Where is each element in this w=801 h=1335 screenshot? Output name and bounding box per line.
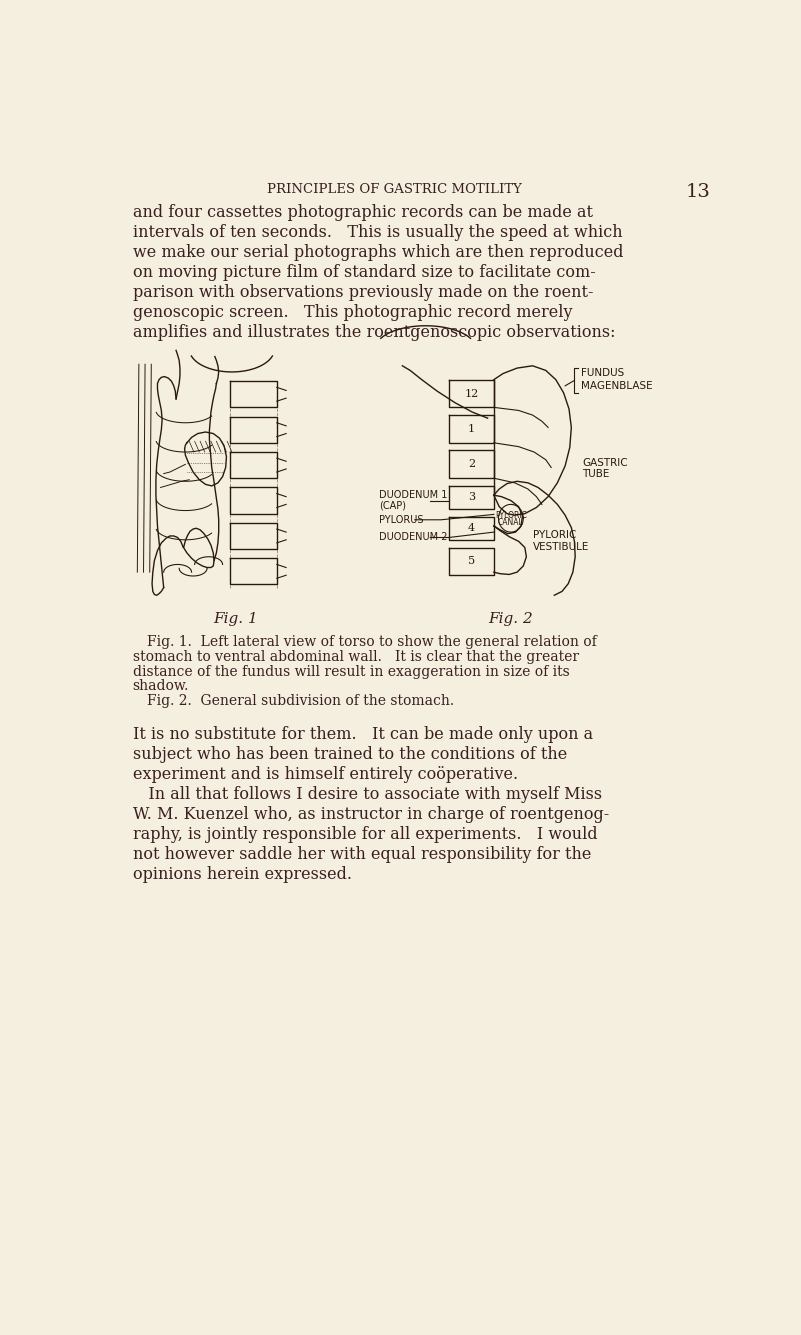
Text: raphy, is jointly responsible for all experiments.   I would: raphy, is jointly responsible for all ex… [133,826,598,844]
Text: we make our serial photographs which are then reproduced: we make our serial photographs which are… [133,244,623,262]
Text: not however saddle her with equal responsibility for the: not however saddle her with equal respon… [133,846,591,864]
Text: amplifies and illustrates the roentgenoscopic observations:: amplifies and illustrates the roentgenos… [133,324,615,342]
Text: shadow.: shadow. [133,680,189,693]
Text: In all that follows I desire to associate with myself Miss: In all that follows I desire to associat… [133,786,602,804]
Text: 4: 4 [468,523,475,533]
Text: VESTIBULE: VESTIBULE [533,542,589,551]
Text: 2: 2 [468,459,475,470]
Text: on moving picture film of standard size to facilitate com-: on moving picture film of standard size … [133,264,595,282]
Text: experiment and is himself entirely coöperative.: experiment and is himself entirely coöpe… [133,766,517,784]
Text: 1: 1 [468,425,475,434]
Text: PYLORIC: PYLORIC [533,530,576,541]
Text: Fig. 2: Fig. 2 [489,613,533,626]
Text: 5: 5 [468,557,475,566]
Text: 3: 3 [468,493,475,502]
Text: (CAP): (CAP) [379,501,406,510]
Text: CANAL: CANAL [498,518,524,527]
Text: W. M. Kuenzel who, as instructor in charge of roentgenog-: W. M. Kuenzel who, as instructor in char… [133,806,609,824]
Text: and four cassettes photographic records can be made at: and four cassettes photographic records … [133,204,593,222]
Text: 12: 12 [465,388,478,399]
Text: subject who has been trained to the conditions of the: subject who has been trained to the cond… [133,746,567,764]
Text: genoscopic screen.   This photographic record merely: genoscopic screen. This photographic rec… [133,304,572,322]
Text: intervals of ten seconds.   This is usually the speed at which: intervals of ten seconds. This is usuall… [133,224,622,242]
Text: Fig. 2.  General subdivision of the stomach.: Fig. 2. General subdivision of the stoma… [147,694,453,708]
Text: distance of the fundus will result in exaggeration in size of its: distance of the fundus will result in ex… [133,665,570,678]
Text: DUODENUM 2: DUODENUM 2 [379,533,448,542]
Text: opinions herein expressed.: opinions herein expressed. [133,866,352,884]
Text: MAGENBLASE: MAGENBLASE [581,380,652,391]
Text: GASTRIC: GASTRIC [582,458,628,467]
Text: It is no substitute for them.   It can be made only upon a: It is no substitute for them. It can be … [133,726,593,744]
Text: Fig. 1.  Left lateral view of torso to show the general relation of: Fig. 1. Left lateral view of torso to sh… [147,635,597,649]
Text: parison with observations previously made on the roent-: parison with observations previously mad… [133,284,594,302]
Text: FUNDUS: FUNDUS [581,368,624,379]
Text: stomach to ventral abdominal wall.   It is clear that the greater: stomach to ventral abdominal wall. It is… [133,650,579,663]
Text: 13: 13 [685,183,710,202]
Text: TUBE: TUBE [582,469,610,478]
Text: PYLORUS: PYLORUS [379,515,424,525]
Text: PYLORIC: PYLORIC [495,511,527,521]
Text: DUODENUM 1: DUODENUM 1 [379,490,448,501]
Text: Fig. 1: Fig. 1 [213,613,258,626]
Text: PRINCIPLES OF GASTRIC MOTILITY: PRINCIPLES OF GASTRIC MOTILITY [268,183,522,196]
